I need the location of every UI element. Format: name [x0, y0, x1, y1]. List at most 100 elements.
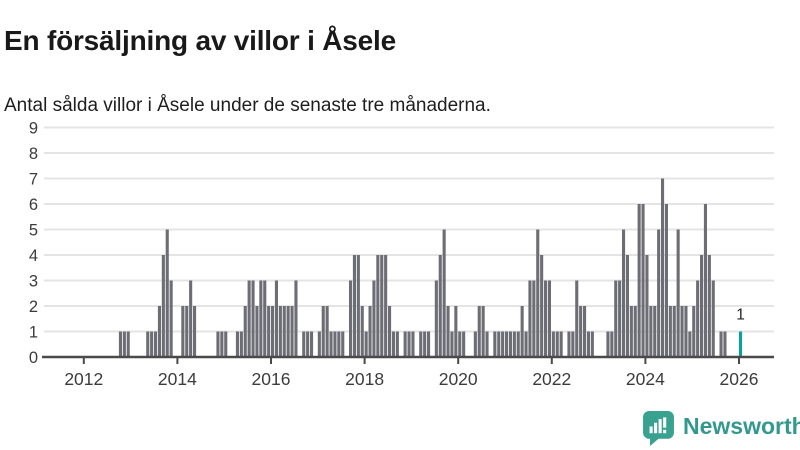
- bar: [559, 331, 563, 357]
- newsworthy-bubble-chart-icon: [643, 411, 674, 446]
- bar: [540, 255, 544, 357]
- bar: [454, 306, 458, 357]
- bar: [707, 255, 711, 357]
- x-axis-label: 2020: [439, 369, 478, 389]
- bar: [676, 229, 680, 357]
- x-axis-label: 2014: [158, 369, 197, 389]
- x-axis-label: 2016: [252, 369, 291, 389]
- bar: [310, 331, 314, 357]
- bar: [391, 331, 395, 357]
- bar: [165, 229, 169, 357]
- bar: [403, 331, 407, 357]
- bar: [637, 204, 641, 357]
- bar: [267, 306, 271, 357]
- bar: [633, 306, 637, 357]
- bar: [259, 280, 263, 357]
- bar: [711, 280, 715, 357]
- bar: [146, 331, 150, 357]
- bar: [571, 331, 575, 357]
- bar: [551, 331, 555, 357]
- bar: [189, 280, 193, 357]
- bar: [360, 306, 364, 357]
- bar: [505, 331, 509, 357]
- bar: [610, 331, 614, 357]
- newsworthy-wordmark: Newsworthy: [683, 413, 800, 439]
- bar: [290, 306, 294, 357]
- bar: [719, 331, 723, 357]
- bar: [641, 204, 645, 357]
- bar: [224, 331, 228, 357]
- bar: [696, 280, 700, 357]
- bar: [333, 331, 337, 357]
- bar: [126, 331, 130, 357]
- bar: [302, 331, 306, 357]
- bar: [193, 306, 197, 357]
- y-axis-label: 8: [29, 145, 38, 163]
- bar: [590, 331, 594, 357]
- bar: [372, 280, 376, 357]
- bar: [555, 331, 559, 357]
- bar: [688, 331, 692, 357]
- bar: [661, 178, 665, 357]
- bar: [364, 331, 368, 357]
- bar: [664, 204, 668, 357]
- y-axis-label: 6: [29, 196, 38, 214]
- newsworthy-logo[interactable]: Newsworthy: [643, 411, 800, 446]
- chart-subtitle: Antal sålda villor i Åsele under de sena…: [4, 95, 491, 116]
- bar: [411, 331, 415, 357]
- bar: [251, 280, 255, 357]
- bar: [501, 331, 505, 357]
- bar: [629, 306, 633, 357]
- bar: [407, 331, 411, 357]
- bar: [150, 331, 154, 357]
- bar: [294, 280, 298, 357]
- x-axis-label: 2024: [626, 369, 665, 389]
- y-axis-label: 5: [29, 222, 38, 240]
- bar: [161, 255, 165, 357]
- bar: [528, 280, 532, 357]
- bar: [536, 229, 540, 357]
- highlight-value-label: 1: [736, 307, 745, 324]
- bar: [442, 229, 446, 357]
- bar: [169, 280, 173, 357]
- y-axis-label: 2: [29, 298, 38, 316]
- bar: [684, 306, 688, 357]
- bar: [438, 255, 442, 357]
- bar: [278, 306, 282, 357]
- bar: [547, 280, 551, 357]
- bar: [368, 306, 372, 357]
- bar: [567, 331, 571, 357]
- bar: [220, 331, 224, 357]
- bar: [185, 306, 189, 357]
- bar: [579, 306, 583, 357]
- bar: [216, 331, 220, 357]
- bar: [700, 255, 704, 357]
- bar: [575, 280, 579, 357]
- bar: [524, 331, 528, 357]
- bar: [450, 331, 454, 357]
- bar: [271, 306, 275, 357]
- bar: [427, 331, 431, 357]
- bar: [723, 331, 727, 357]
- bar: [458, 331, 462, 357]
- bar: [508, 331, 512, 357]
- bar: [286, 306, 290, 357]
- bar: [337, 331, 341, 357]
- bar: [255, 306, 259, 357]
- bar: [263, 280, 267, 357]
- bar: [356, 255, 360, 357]
- bar: [423, 331, 427, 357]
- bar: [586, 331, 590, 357]
- bar: [384, 255, 388, 357]
- bar: [325, 306, 329, 357]
- bar: [122, 331, 126, 357]
- x-axis-label: 2022: [532, 369, 571, 389]
- bar: [321, 306, 325, 357]
- y-axis-label: 9: [29, 120, 38, 138]
- bar: [485, 331, 489, 357]
- bar: [376, 255, 380, 357]
- bar: [532, 280, 536, 357]
- bar: [477, 306, 481, 357]
- bar: [388, 306, 392, 357]
